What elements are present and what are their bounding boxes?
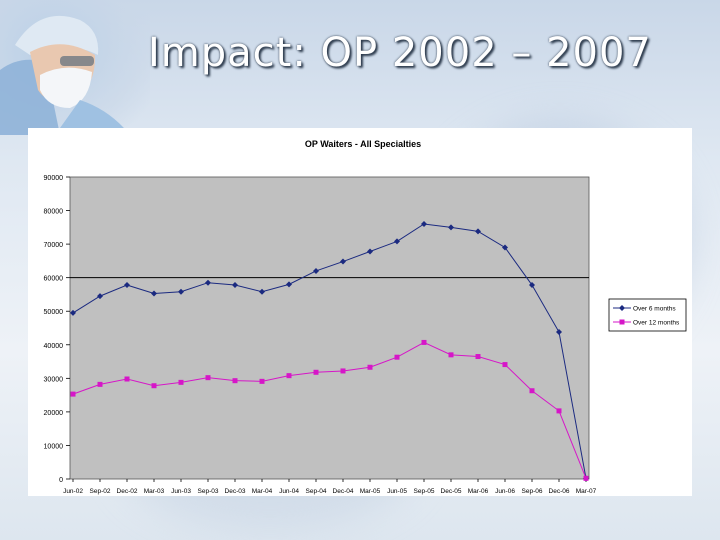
data-point-square: [70, 391, 76, 397]
data-point-square: [583, 475, 589, 481]
data-point-square: [556, 408, 562, 414]
slide-title: Impact: OP 2002 – 2007: [148, 30, 652, 76]
x-tick-label: Dec-05: [441, 488, 462, 495]
data-point-diamond: [556, 329, 562, 336]
data-point-diamond: [97, 293, 103, 300]
legend-label: Over 6 months: [633, 306, 676, 313]
x-tick-label: Dec-02: [117, 488, 138, 495]
data-point-diamond: [367, 248, 373, 255]
data-point-square: [124, 376, 130, 382]
y-tick-label: 30000: [44, 376, 64, 383]
x-tick-label: Dec-06: [549, 488, 570, 495]
legend-marker-square: [619, 319, 625, 325]
data-point-diamond: [178, 288, 184, 295]
legend-label: Over 12 months: [633, 320, 680, 327]
y-tick-label: 90000: [44, 175, 64, 182]
data-point-square: [394, 354, 400, 360]
legend: Over 6 months Over 12 months: [608, 298, 687, 332]
data-point-square: [448, 352, 454, 358]
x-tick-label: Mar-06: [468, 488, 489, 495]
x-tick-label: Jun-05: [387, 488, 407, 495]
data-point-square: [286, 373, 292, 379]
x-tick-label: Sep-03: [198, 488, 219, 495]
series-line: [72, 341, 587, 479]
x-tick-label: Jun-02: [63, 488, 83, 495]
data-point-square: [97, 381, 103, 387]
x-tick-label: Mar-03: [144, 488, 165, 495]
y-tick-label: 0: [59, 477, 63, 484]
x-tick-label: Sep-04: [306, 488, 327, 495]
data-point-diamond: [124, 282, 130, 289]
data-point-square: [151, 383, 157, 389]
data-point-square: [232, 378, 238, 384]
data-point-diamond: [448, 224, 454, 231]
y-tick-label: 50000: [44, 309, 64, 316]
data-point-diamond: [205, 279, 211, 286]
x-tick-label: Mar-07: [576, 488, 597, 495]
plot-area: [69, 176, 590, 480]
x-tick-label: Mar-04: [252, 488, 273, 495]
data-point-square: [421, 339, 427, 345]
data-point-diamond: [151, 290, 157, 297]
legend-box: [608, 298, 687, 332]
x-tick-label: Jun-03: [171, 488, 191, 495]
x-tick-label: Jun-04: [279, 488, 299, 495]
data-point-diamond: [286, 281, 292, 288]
data-point-diamond: [70, 309, 76, 316]
x-tick-label: Mar-05: [360, 488, 381, 495]
data-point-square: [259, 378, 265, 384]
data-point-diamond: [394, 238, 400, 245]
y-tick-label: 70000: [44, 242, 64, 249]
y-tick-label: 10000: [44, 443, 64, 450]
data-point-square: [529, 388, 535, 394]
data-point-diamond: [232, 282, 238, 289]
series-line: [72, 223, 587, 479]
data-point-square: [475, 354, 481, 360]
data-point-diamond: [475, 228, 481, 235]
data-point-diamond: [502, 244, 508, 251]
data-point-square: [340, 368, 346, 374]
x-tick-label: Sep-02: [90, 488, 111, 495]
y-tick-label: 40000: [44, 343, 64, 350]
data-point-diamond: [259, 288, 265, 295]
y-tick-label: 80000: [44, 209, 64, 216]
legend-marker-diamond: [619, 305, 625, 311]
x-tick-label: Jun-06: [495, 488, 515, 495]
data-point-diamond: [421, 220, 427, 227]
x-tick-label: Sep-06: [522, 488, 543, 495]
data-point-square: [367, 364, 373, 370]
data-point-diamond: [340, 258, 346, 265]
chart-title: OP Waiters - All Specialties: [305, 139, 421, 149]
surgeon-photo: [0, 0, 150, 135]
data-point-square: [178, 379, 184, 385]
x-tick-label: Sep-05: [414, 488, 435, 495]
y-tick-label: 20000: [44, 410, 64, 417]
data-point-square: [502, 362, 508, 368]
data-point-diamond: [529, 282, 535, 289]
data-point-square: [205, 375, 211, 381]
y-tick-label: 60000: [44, 276, 64, 283]
data-point-square: [313, 369, 319, 375]
x-tick-label: Dec-04: [333, 488, 354, 495]
x-tick-label: Dec-03: [225, 488, 246, 495]
data-point-diamond: [313, 267, 319, 274]
